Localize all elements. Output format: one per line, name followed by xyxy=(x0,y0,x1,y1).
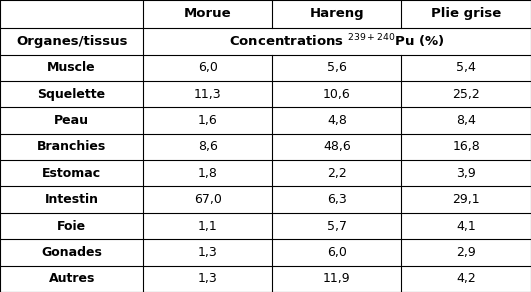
Text: 29,1: 29,1 xyxy=(452,193,480,206)
Text: Branchies: Branchies xyxy=(37,140,106,153)
Text: Morue: Morue xyxy=(184,7,232,20)
Text: Autres: Autres xyxy=(48,272,95,285)
Text: 25,2: 25,2 xyxy=(452,88,480,101)
Text: 11,3: 11,3 xyxy=(194,88,222,101)
Text: 1,1: 1,1 xyxy=(198,220,218,232)
Text: Foie: Foie xyxy=(57,220,86,232)
Text: Gonades: Gonades xyxy=(41,246,102,259)
Text: 11,9: 11,9 xyxy=(323,272,351,285)
Text: 3,9: 3,9 xyxy=(456,167,476,180)
Text: Squelette: Squelette xyxy=(38,88,106,101)
Text: 1,3: 1,3 xyxy=(198,272,218,285)
Text: 4,2: 4,2 xyxy=(456,272,476,285)
Text: 48,6: 48,6 xyxy=(323,140,351,153)
Text: 1,8: 1,8 xyxy=(198,167,218,180)
Text: Estomac: Estomac xyxy=(42,167,101,180)
Text: 2,2: 2,2 xyxy=(327,167,347,180)
Text: Intestin: Intestin xyxy=(45,193,99,206)
Text: 5,4: 5,4 xyxy=(456,61,476,74)
Text: Peau: Peau xyxy=(54,114,89,127)
Text: 8,6: 8,6 xyxy=(198,140,218,153)
Text: 4,1: 4,1 xyxy=(456,220,476,232)
Text: 1,6: 1,6 xyxy=(198,114,218,127)
Text: 4,8: 4,8 xyxy=(327,114,347,127)
Text: 8,4: 8,4 xyxy=(456,114,476,127)
Text: Hareng: Hareng xyxy=(310,7,364,20)
Text: 6,3: 6,3 xyxy=(327,193,347,206)
Text: 2,9: 2,9 xyxy=(456,246,476,259)
Text: 67,0: 67,0 xyxy=(194,193,222,206)
Text: 5,6: 5,6 xyxy=(327,61,347,74)
Text: 5,7: 5,7 xyxy=(327,220,347,232)
Text: 1,3: 1,3 xyxy=(198,246,218,259)
Text: 6,0: 6,0 xyxy=(198,61,218,74)
Text: Muscle: Muscle xyxy=(47,61,96,74)
Text: Concentrations $^{239+240}$Pu (%): Concentrations $^{239+240}$Pu (%) xyxy=(229,32,445,50)
Text: 16,8: 16,8 xyxy=(452,140,480,153)
Text: 6,0: 6,0 xyxy=(327,246,347,259)
Text: Plie grise: Plie grise xyxy=(431,7,501,20)
Text: Organes/tissus: Organes/tissus xyxy=(16,35,127,48)
Text: 10,6: 10,6 xyxy=(323,88,351,101)
